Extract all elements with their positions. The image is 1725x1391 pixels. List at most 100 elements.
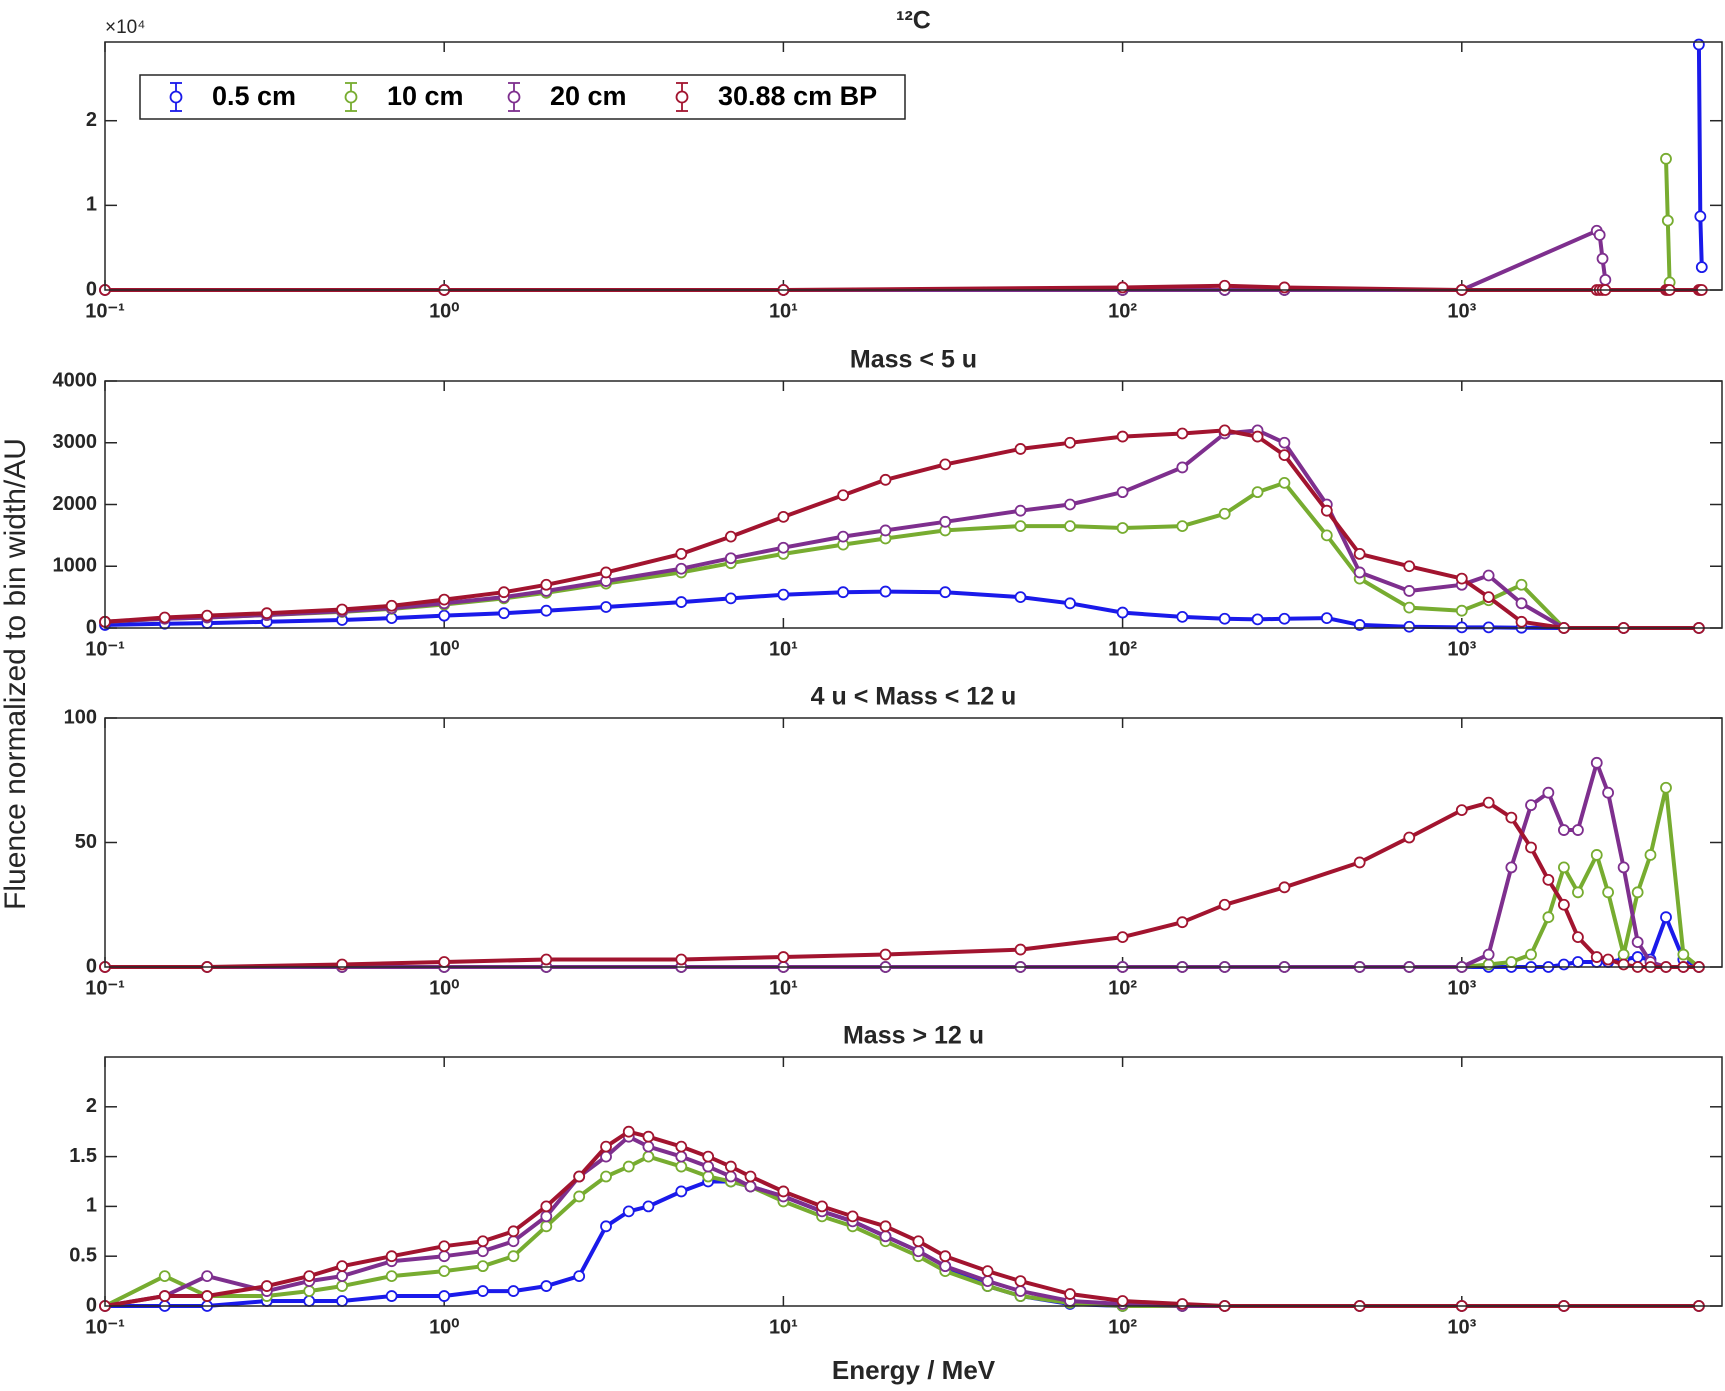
marker xyxy=(476,1245,489,1258)
marker xyxy=(912,1235,925,1248)
y-tick-label: 100 xyxy=(64,706,97,728)
marker xyxy=(507,1235,520,1248)
marker xyxy=(1505,956,1518,968)
marker xyxy=(675,1185,688,1198)
x-tick-label: 10² xyxy=(1108,638,1137,660)
x-tick-label: 10⁰ xyxy=(429,638,459,660)
y-tick-label: 0 xyxy=(86,278,97,300)
x-tick-label: 10¹ xyxy=(769,300,798,322)
marker xyxy=(1557,898,1570,911)
marker xyxy=(1014,443,1027,455)
marker xyxy=(438,1250,451,1263)
marker xyxy=(1176,427,1189,440)
marker xyxy=(1176,916,1189,929)
marker xyxy=(1482,591,1495,604)
marker xyxy=(1116,486,1129,499)
marker xyxy=(777,951,790,963)
y-tick-label: 2000 xyxy=(53,493,98,515)
panel-title: Mass > 12 u xyxy=(843,1022,984,1050)
marker xyxy=(1455,572,1468,585)
marker xyxy=(1353,548,1366,560)
marker xyxy=(1455,604,1468,617)
y-axis-label: Fluence normalized to bin width/AU xyxy=(0,438,32,910)
marker xyxy=(336,1280,348,1292)
marker xyxy=(1403,831,1416,844)
marker xyxy=(1116,606,1129,619)
legend-label: 30.88 cm BP xyxy=(718,81,877,111)
marker xyxy=(600,566,612,579)
marker xyxy=(1631,886,1644,899)
panel: 10⁻¹ 10⁰ 10¹ 10² 10³ 0 1 2 ¹²C ×10⁴ 0.5 cm 10 cm 20 … xyxy=(85,7,1723,322)
marker xyxy=(507,1250,520,1263)
x-tick-label: 10⁻¹ xyxy=(85,977,125,999)
marker xyxy=(939,515,952,528)
marker xyxy=(1278,476,1291,489)
marker xyxy=(675,596,688,608)
marker xyxy=(600,1220,612,1233)
marker xyxy=(1515,578,1528,591)
marker xyxy=(642,1150,655,1163)
y-tick-label: 0 xyxy=(86,1294,97,1316)
marker xyxy=(1218,612,1231,625)
marker xyxy=(981,1265,994,1278)
marker xyxy=(1116,281,1129,294)
marker xyxy=(1617,861,1630,874)
marker xyxy=(912,1245,925,1258)
y-tick-label: 3000 xyxy=(53,431,98,453)
marker xyxy=(1542,911,1555,924)
marker xyxy=(1064,1288,1076,1300)
marker xyxy=(1482,948,1495,961)
marker xyxy=(981,1275,994,1287)
marker xyxy=(1014,520,1027,533)
y-tick-label: 1.5 xyxy=(69,1145,97,1167)
marker xyxy=(837,530,850,543)
marker xyxy=(507,1285,520,1297)
marker xyxy=(1064,498,1076,511)
x-tick-label: 10¹ xyxy=(769,977,798,999)
marker xyxy=(879,1230,892,1243)
marker xyxy=(1064,520,1076,533)
marker xyxy=(1660,781,1672,794)
marker xyxy=(1218,279,1231,292)
plot-area xyxy=(105,718,1722,967)
marker xyxy=(1660,152,1672,165)
x-tick-label: 10³ xyxy=(1447,638,1476,660)
marker xyxy=(1403,585,1416,597)
marker xyxy=(336,958,348,971)
marker xyxy=(1617,958,1630,971)
marker xyxy=(675,562,688,575)
marker xyxy=(702,1160,715,1173)
marker xyxy=(600,1140,612,1153)
axes-box xyxy=(104,717,1723,968)
marker xyxy=(1251,430,1264,443)
marker xyxy=(675,548,688,560)
marker xyxy=(1661,214,1674,227)
marker xyxy=(1278,612,1291,625)
marker xyxy=(1593,229,1606,241)
marker xyxy=(158,1290,171,1302)
x-tick-label: 10⁰ xyxy=(429,977,459,999)
marker xyxy=(438,609,451,622)
marker xyxy=(438,593,451,606)
x-tick-label: 10³ xyxy=(1447,1316,1476,1338)
marker xyxy=(303,1295,316,1307)
marker xyxy=(438,1265,451,1278)
legend-box xyxy=(139,74,906,120)
marker xyxy=(1542,786,1555,799)
marker xyxy=(573,1170,586,1183)
marker xyxy=(1403,601,1416,614)
marker xyxy=(1677,948,1690,961)
marker xyxy=(724,552,737,565)
marker xyxy=(201,609,214,622)
marker xyxy=(1572,886,1584,899)
x-tick-label: 10² xyxy=(1108,977,1137,999)
marker xyxy=(476,1235,489,1248)
marker xyxy=(1014,1275,1027,1287)
marker xyxy=(1557,861,1570,874)
marker xyxy=(1525,948,1537,961)
marker xyxy=(540,1280,553,1292)
legend-marker xyxy=(169,90,183,104)
marker xyxy=(1482,958,1495,971)
marker xyxy=(1617,948,1630,961)
